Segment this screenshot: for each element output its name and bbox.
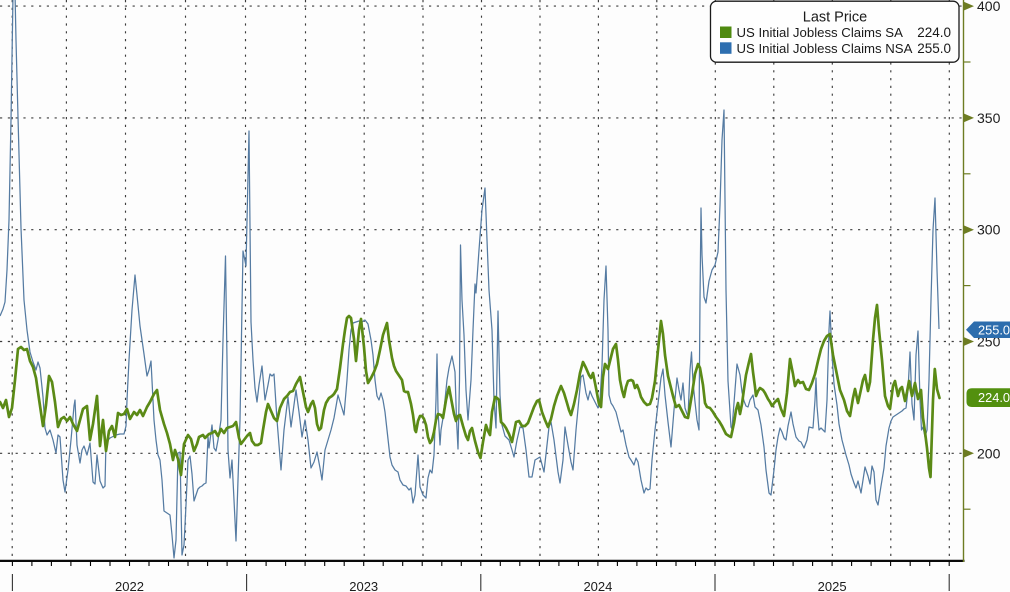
svg-text:200: 200: [977, 445, 1001, 461]
svg-text:255.0: 255.0: [917, 41, 951, 56]
svg-text:300: 300: [977, 222, 1001, 238]
svg-text:224.0: 224.0: [917, 25, 951, 40]
svg-text:350: 350: [977, 110, 1001, 126]
svg-text:Last Price: Last Price: [803, 10, 867, 26]
svg-text:255.0: 255.0: [978, 322, 1010, 337]
svg-text:US Initial Jobless Claims SA: US Initial Jobless Claims SA: [737, 25, 904, 40]
svg-text:US Initial Jobless Claims NSA: US Initial Jobless Claims NSA: [737, 41, 913, 56]
svg-text:2024: 2024: [583, 579, 612, 592]
svg-text:2025: 2025: [818, 579, 847, 592]
svg-text:400: 400: [977, 0, 1001, 14]
svg-text:224.0: 224.0: [978, 390, 1010, 405]
svg-text:2023: 2023: [349, 579, 378, 592]
svg-text:2022: 2022: [115, 579, 144, 592]
